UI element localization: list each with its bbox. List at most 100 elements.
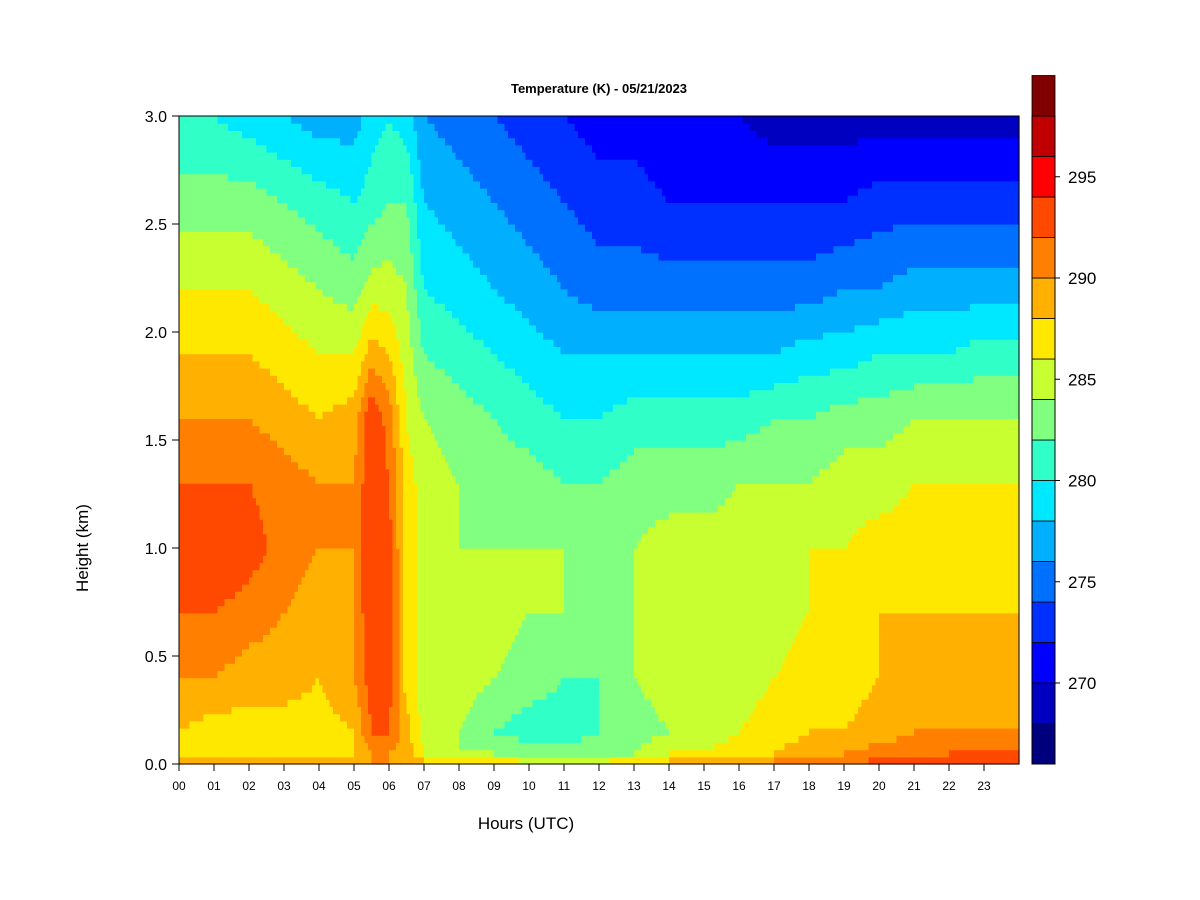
heatmap-cell	[357, 267, 362, 275]
heatmap-cell	[333, 310, 338, 319]
heatmap-cell	[347, 540, 352, 549]
heatmap-cell	[294, 548, 299, 556]
heatmap-cell	[361, 454, 366, 463]
heatmap-cell	[249, 411, 254, 419]
heatmap-cell	[336, 612, 341, 621]
heatmap-cell	[333, 670, 338, 679]
heatmap-cell	[350, 137, 355, 146]
heatmap-cell	[291, 152, 296, 160]
heatmap-cell	[326, 166, 331, 175]
heatmap-cell	[196, 512, 201, 520]
heatmap-cell	[301, 504, 306, 513]
heatmap-cell	[333, 756, 338, 765]
heatmap-cell	[340, 116, 345, 124]
heatmap-cell	[329, 533, 334, 542]
heatmap-cell	[326, 123, 331, 131]
heatmap-cell	[350, 641, 355, 650]
heatmap-cell	[364, 332, 369, 340]
heatmap-cell	[333, 512, 338, 520]
heatmap-cell	[217, 368, 222, 376]
heatmap-cell	[308, 461, 313, 470]
heatmap-cell	[238, 461, 243, 470]
heatmap-cell	[361, 267, 366, 275]
heatmap-cell	[326, 648, 331, 657]
heatmap-cell	[336, 360, 341, 369]
heatmap-cell	[368, 749, 373, 758]
heatmap-cell	[308, 497, 313, 506]
heatmap-cell	[182, 404, 187, 412]
heatmap-cell	[305, 339, 310, 347]
heatmap-cell	[224, 324, 229, 333]
heatmap-cell	[200, 526, 205, 535]
heatmap-cell	[189, 526, 194, 535]
heatmap-cell	[291, 742, 296, 751]
heatmap-cell	[207, 144, 212, 153]
heatmap-cell	[245, 677, 250, 686]
heatmap-cell	[298, 123, 303, 131]
heatmap-cell	[217, 584, 222, 592]
heatmap-cell	[368, 648, 373, 657]
heatmap-cell	[347, 533, 352, 542]
heatmap-cell	[319, 339, 324, 347]
heatmap-cell	[357, 303, 362, 311]
heatmap-cell	[280, 569, 285, 578]
heatmap-cell	[273, 526, 278, 535]
heatmap-cell	[252, 713, 257, 722]
heatmap-cell	[301, 274, 306, 283]
heatmap-cell	[326, 670, 331, 679]
heatmap-cell	[326, 260, 331, 268]
heatmap-cell	[350, 468, 355, 477]
heatmap-cell	[259, 166, 264, 175]
heatmap-cell	[305, 663, 310, 671]
heatmap-cell	[284, 576, 289, 585]
heatmap-cell	[245, 332, 250, 340]
heatmap-cell	[249, 692, 254, 700]
heatmap-cell	[189, 648, 194, 657]
heatmap-cell	[189, 591, 194, 599]
heatmap-cell	[221, 735, 226, 743]
heatmap-cell	[245, 288, 250, 297]
heatmap-cell	[343, 245, 348, 254]
heatmap-cell	[214, 202, 219, 211]
heatmap-cell	[280, 137, 285, 146]
heatmap-cell	[347, 663, 352, 671]
heatmap-cell	[252, 663, 257, 671]
heatmap-cell	[256, 663, 261, 671]
heatmap-cell	[210, 483, 215, 491]
heatmap-cell	[266, 634, 271, 643]
heatmap-cell	[252, 677, 257, 686]
heatmap-cell	[221, 159, 226, 167]
heatmap-cell	[322, 418, 327, 427]
heatmap-cell	[217, 598, 222, 607]
heatmap-cell	[277, 123, 282, 131]
heatmap-cell	[368, 598, 373, 607]
heatmap-cell	[242, 404, 247, 412]
heatmap-cell	[361, 166, 366, 175]
heatmap-cell	[273, 375, 278, 383]
heatmap-cell	[287, 317, 292, 326]
heatmap-cell	[280, 512, 285, 520]
heatmap-cell	[273, 598, 278, 607]
heatmap-cell	[284, 540, 289, 549]
heatmap-cell	[217, 504, 222, 513]
heatmap-cell	[228, 411, 233, 419]
heatmap-cell	[350, 418, 355, 427]
heatmap-cell	[280, 346, 285, 355]
heatmap-cell	[357, 576, 362, 585]
heatmap-cell	[182, 684, 187, 693]
heatmap-cell	[210, 173, 215, 182]
heatmap-cell	[312, 677, 317, 686]
heatmap-cell	[266, 461, 271, 470]
heatmap-cell	[361, 339, 366, 347]
heatmap-cell	[305, 274, 310, 283]
heatmap-cell	[193, 152, 198, 160]
heatmap-cell	[354, 188, 359, 196]
heatmap-cell	[357, 526, 362, 535]
heatmap-cell	[259, 555, 264, 563]
heatmap-cell	[182, 411, 187, 419]
heatmap-cell	[305, 490, 310, 499]
heatmap-cell	[340, 404, 345, 412]
heatmap-cell	[217, 706, 222, 715]
heatmap-cell	[364, 418, 369, 427]
heatmap-cell	[182, 130, 187, 139]
